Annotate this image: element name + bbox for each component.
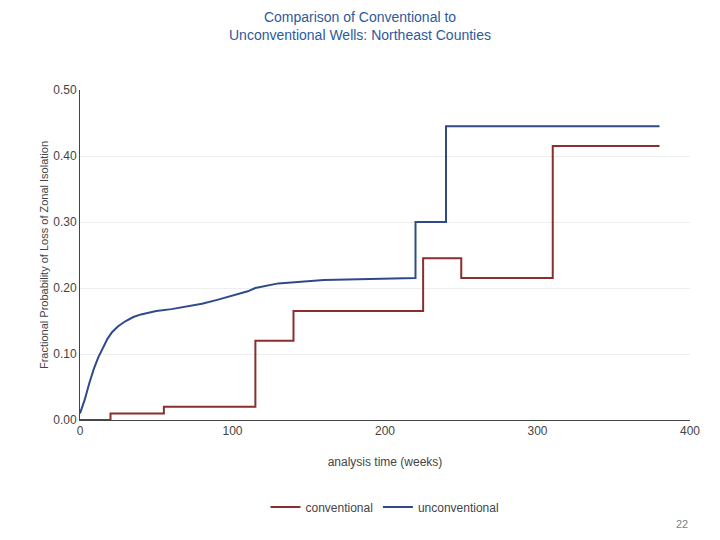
svg-text:unconventional: unconventional xyxy=(418,501,499,515)
svg-text:conventional: conventional xyxy=(306,501,373,515)
svg-text:200: 200 xyxy=(375,424,395,438)
svg-text:100: 100 xyxy=(222,424,242,438)
svg-text:0.40: 0.40 xyxy=(53,149,77,163)
svg-text:300: 300 xyxy=(527,424,547,438)
svg-text:Fractional Probability of Loss: Fractional Probability of Loss of Zonal … xyxy=(38,141,50,369)
svg-text:Comparison of Conventional toU: Comparison of Conventional toUnconventio… xyxy=(229,9,491,43)
svg-text:analysis time (weeks): analysis time (weeks) xyxy=(328,455,443,469)
svg-text:0.50: 0.50 xyxy=(53,83,77,97)
svg-text:0: 0 xyxy=(77,424,84,438)
svg-text:400: 400 xyxy=(680,424,700,438)
svg-text:22: 22 xyxy=(676,518,688,530)
svg-text:0.00: 0.00 xyxy=(53,413,77,427)
svg-text:0.20: 0.20 xyxy=(53,281,77,295)
svg-text:0.30: 0.30 xyxy=(53,215,77,229)
svg-text:0.10: 0.10 xyxy=(53,347,77,361)
